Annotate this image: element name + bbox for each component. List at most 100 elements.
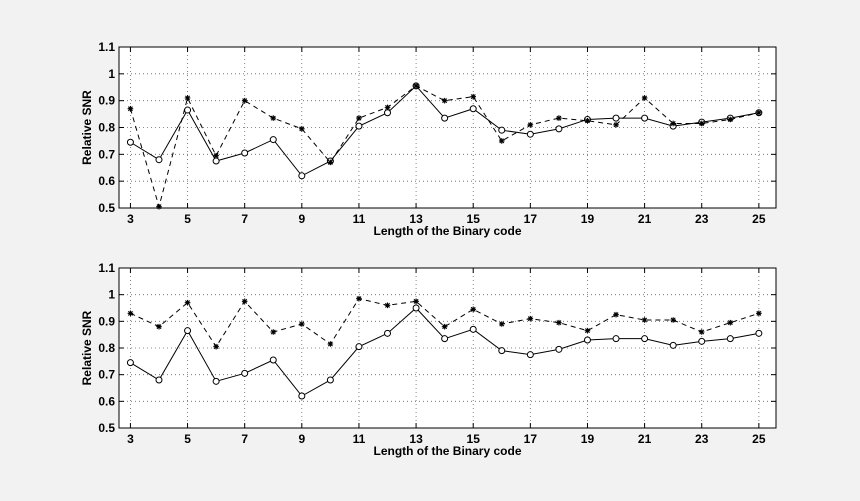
x-tick-label: 13 [409, 212, 423, 226]
data-point-star [270, 329, 277, 335]
data-point-circle [555, 345, 563, 353]
data-point-star [213, 152, 219, 159]
data-point-star [156, 203, 162, 210]
data-point-circle [412, 304, 420, 312]
series-line-2 [130, 298, 760, 348]
y-tick-label: 0.7 [98, 147, 115, 161]
data-point-circle [184, 327, 192, 335]
data-point-star [613, 122, 619, 128]
x-tick-label: 5 [184, 432, 191, 446]
data-point-star [670, 120, 676, 127]
data-point-star [698, 329, 705, 335]
x-tick-label: 5 [184, 212, 191, 226]
data-point-star [441, 323, 448, 330]
data-point-circle [641, 335, 649, 343]
data-point-circle [155, 376, 163, 384]
data-point-circle [355, 122, 363, 130]
data-point-circle [384, 109, 392, 117]
data-point-star [756, 109, 762, 116]
x-tick-label: 13 [409, 432, 423, 446]
data-point-star [384, 104, 391, 111]
y-tick-label: 0.6 [98, 394, 115, 408]
y-tick-label: 1.1 [98, 261, 115, 275]
data-point-star [270, 115, 277, 121]
data-point-star [299, 321, 305, 327]
data-point-star [527, 315, 534, 322]
data-point-star [556, 319, 562, 326]
y-tick-label: 0.5 [98, 421, 115, 435]
data-point-circle [555, 125, 563, 133]
x-tick-label: 23 [695, 432, 709, 446]
x-tick-label: 19 [581, 212, 595, 226]
data-point-star [299, 126, 305, 132]
data-point-circle [184, 106, 192, 114]
data-point-circle [384, 329, 392, 337]
data-point-circle [755, 329, 763, 337]
data-point-circle [469, 325, 477, 333]
data-point-star [727, 319, 734, 326]
data-point-star [127, 310, 134, 317]
data-point-circle [441, 114, 449, 122]
data-point-circle [498, 126, 506, 134]
data-point-star [356, 115, 362, 121]
x-tick-label: 9 [298, 212, 305, 226]
x-axis-label: Length of the Binary code [373, 224, 521, 238]
data-point-circle [583, 336, 591, 344]
data-point-star [470, 93, 477, 100]
data-point-star [184, 299, 191, 306]
chart-panel-2: 3 5 7 9 11 13 15 17 19 21 23 25 0.5 0.6 0.7 0.8 0.9 1 1.1 L… [80, 261, 777, 458]
data-point-circle [469, 105, 477, 113]
data-point-star [356, 295, 362, 302]
data-point-star [641, 95, 648, 101]
y-tick-label: 0.5 [98, 201, 115, 215]
data-point-star [698, 120, 705, 127]
data-point-star [156, 323, 162, 330]
data-point-star [413, 83, 419, 89]
x-tick-label: 19 [581, 432, 595, 446]
data-point-circle [126, 359, 134, 367]
y-tick-label: 0.9 [98, 94, 115, 108]
data-point-circle [526, 130, 534, 138]
x-tick-label: 3 [127, 212, 134, 226]
data-point-star [184, 95, 191, 101]
data-point-star [241, 298, 248, 305]
x-tick-label: 21 [638, 432, 652, 446]
y-tick-label: 0.7 [98, 368, 115, 382]
x-tick-label: 17 [524, 212, 538, 226]
data-point-star [756, 310, 762, 317]
data-point-circle [298, 172, 306, 180]
data-point-circle [126, 138, 134, 146]
data-point-star [556, 115, 562, 121]
data-point-star [413, 298, 419, 305]
data-point-circle [612, 114, 620, 122]
data-point-circle [698, 337, 706, 345]
y-axis-label: Relative SNR [80, 310, 94, 385]
data-point-circle [269, 136, 277, 144]
data-point-star [127, 105, 134, 112]
data-point-circle [241, 149, 249, 157]
y-axis-label: Relative SNR [80, 90, 94, 165]
data-point-star [213, 343, 219, 350]
y-tick-label: 1 [108, 288, 115, 302]
data-point-star [527, 122, 534, 128]
data-point-star [498, 321, 505, 327]
data-point-circle [441, 335, 449, 343]
data-point-star [584, 117, 591, 124]
y-tick-label: 1 [108, 67, 115, 81]
x-tick-label: 9 [298, 432, 305, 446]
data-point-circle [212, 157, 220, 165]
data-point-circle [355, 343, 363, 351]
x-tick-label: 25 [752, 432, 766, 446]
data-point-circle [241, 369, 249, 377]
data-point-star [613, 311, 619, 318]
data-point-circle [498, 347, 506, 355]
y-tick-label: 0.9 [98, 314, 115, 328]
data-point-circle [641, 114, 649, 122]
data-point-circle [155, 156, 163, 164]
x-axis-label: Length of the Binary code [373, 444, 521, 458]
x-tick-label: 3 [127, 432, 134, 446]
data-point-star [584, 327, 591, 334]
data-point-circle [298, 392, 306, 400]
data-point-star [498, 138, 505, 144]
